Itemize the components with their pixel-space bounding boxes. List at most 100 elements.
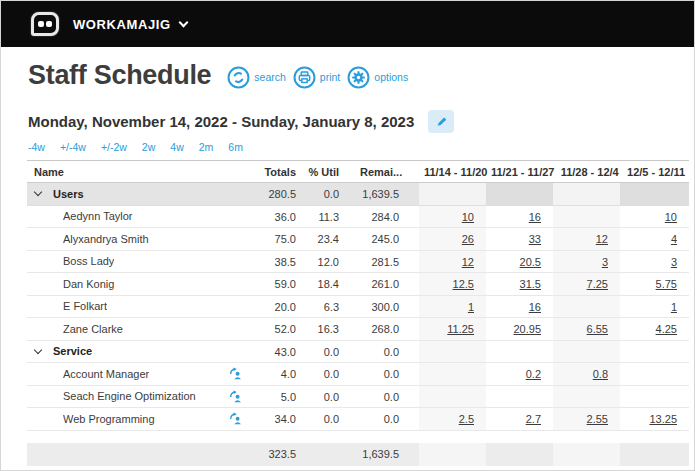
- week-value-link[interactable]: 7.25: [587, 278, 608, 290]
- assign-staff-icon[interactable]: [229, 390, 242, 403]
- print-label: print: [320, 71, 340, 83]
- quick-range-link[interactable]: 2m: [199, 141, 214, 153]
- week-cell-4: [620, 386, 689, 408]
- totals-cell: 20.0: [251, 296, 301, 318]
- util-cell: 0.0: [301, 386, 351, 408]
- topbar: WORKAMAJIG: [1, 1, 694, 47]
- totals-cell: 36.0: [251, 206, 301, 228]
- week-value-link[interactable]: 13.25: [649, 413, 677, 425]
- remaining-cell: 281.5: [351, 251, 419, 273]
- footer-util: [301, 443, 351, 466]
- table-row: Aedynn Taylor 36.0 11.3 284.0 10 16 10: [27, 206, 689, 229]
- util-cell: 12.0: [301, 251, 351, 273]
- week-value-link[interactable]: 5.75: [656, 278, 677, 290]
- column-header-util: % Util: [301, 161, 351, 182]
- week-cell-3: 6.55: [553, 318, 620, 340]
- column-header-week-2: 11/21 - 11/27: [489, 161, 556, 182]
- quick-range-link[interactable]: -4w: [28, 141, 45, 153]
- print-button[interactable]: print: [293, 66, 340, 89]
- gear-icon: [347, 66, 370, 89]
- brand-menu[interactable]: WORKAMAJIG: [73, 17, 187, 32]
- print-icon: [293, 66, 316, 89]
- week-value-link[interactable]: 33: [529, 233, 541, 245]
- table-row: Service 43.0 0.0 0.0: [27, 341, 689, 364]
- week-value-link[interactable]: 1: [671, 301, 677, 313]
- week-cell-3: [553, 206, 620, 228]
- week-cell-4: 3: [620, 251, 689, 273]
- week-value-link[interactable]: 2.7: [526, 413, 541, 425]
- week-value-link[interactable]: 1: [468, 301, 474, 313]
- schedule-table: Name Totals % Util Remai... 11/14 - 11/2…: [27, 160, 689, 431]
- week-value-link[interactable]: 3: [671, 256, 677, 268]
- options-label: options: [374, 71, 408, 83]
- table-row: Zane Clarke 52.0 16.3 268.0 11.25 20.95 …: [27, 318, 689, 341]
- quick-range-link[interactable]: +/-2w: [101, 141, 127, 153]
- footer-remaining: 1,639.5: [351, 443, 419, 466]
- row-name: Account Manager: [63, 368, 149, 380]
- table-row: Web Programming 34.0 0.0 0.0 2.5 2.7 2.5…: [27, 408, 689, 431]
- name-cell: Web Programming: [27, 408, 251, 430]
- edit-date-range-button[interactable]: [428, 110, 454, 133]
- name-cell: Seach Engine Optimization: [27, 386, 251, 408]
- week-cell-1: [419, 363, 486, 385]
- week-value-link[interactable]: 0.8: [593, 368, 608, 380]
- util-cell: 23.4: [301, 228, 351, 250]
- week-value-link[interactable]: 12: [596, 233, 608, 245]
- table-body: Users 280.5 0.0 1,639.5 Aedynn Taylor 36…: [27, 183, 689, 431]
- week-cell-4: 4.25: [620, 318, 689, 340]
- column-header-week-3: 11/28 - 12/4: [556, 161, 623, 182]
- week-value-link[interactable]: 4: [671, 233, 677, 245]
- util-cell: 0.0: [301, 183, 351, 205]
- week-value-link[interactable]: 12: [462, 256, 474, 268]
- week-cell-1: 2.5: [419, 408, 486, 430]
- week-cell-1: 10: [419, 206, 486, 228]
- week-cell-4: [620, 341, 689, 363]
- week-value-link[interactable]: 16: [529, 301, 541, 313]
- week-value-link[interactable]: 2.5: [459, 413, 474, 425]
- row-name: Seach Engine Optimization: [63, 390, 196, 402]
- week-value-link[interactable]: 4.25: [656, 323, 677, 335]
- week-value-link[interactable]: 26: [462, 233, 474, 245]
- assign-staff-icon[interactable]: [229, 367, 242, 380]
- week-value-link[interactable]: 31.5: [520, 278, 541, 290]
- name-cell: Zane Clarke: [27, 318, 251, 340]
- search-label: search: [254, 71, 286, 83]
- name-cell: Service: [27, 341, 251, 363]
- collapse-chevron-icon[interactable]: [34, 188, 42, 196]
- remaining-cell: 1,639.5: [351, 183, 419, 205]
- quick-range-link[interactable]: 4w: [170, 141, 183, 153]
- week-value-link[interactable]: 10: [665, 211, 677, 223]
- options-button[interactable]: options: [347, 66, 408, 89]
- week-value-link[interactable]: 12.5: [453, 278, 474, 290]
- remaining-cell: 300.0: [351, 296, 419, 318]
- week-cell-2: 31.5: [486, 273, 553, 295]
- remaining-cell: 268.0: [351, 318, 419, 340]
- week-value-link[interactable]: 10: [462, 211, 474, 223]
- totals-cell: 38.5: [251, 251, 301, 273]
- assign-staff-icon[interactable]: [229, 412, 242, 425]
- week-value-link[interactable]: 0.2: [526, 368, 541, 380]
- totals-cell: 280.5: [251, 183, 301, 205]
- week-cell-1: 12.5: [419, 273, 486, 295]
- name-cell: Dan Konig: [27, 273, 251, 295]
- week-value-link[interactable]: 20.95: [513, 323, 541, 335]
- footer-week-cell-2: [486, 443, 553, 466]
- week-value-link[interactable]: 2.55: [587, 413, 608, 425]
- collapse-chevron-icon[interactable]: [34, 346, 42, 354]
- table-header-row: Name Totals % Util Remai... 11/14 - 11/2…: [27, 160, 689, 183]
- util-cell: 0.0: [301, 408, 351, 430]
- row-name: Aedynn Taylor: [63, 210, 133, 222]
- week-value-link[interactable]: 11.25: [447, 323, 474, 335]
- staff-schedule-window: WORKAMAJIG Staff Schedule search: [0, 0, 695, 471]
- week-value-link[interactable]: 3: [602, 256, 608, 268]
- week-cell-2: [486, 341, 553, 363]
- week-value-link[interactable]: 20.5: [520, 256, 541, 268]
- totals-cell: 34.0: [251, 408, 301, 430]
- week-cell-3: 0.8: [553, 363, 620, 385]
- week-value-link[interactable]: 6.55: [587, 323, 608, 335]
- quick-range-link[interactable]: 2w: [142, 141, 155, 153]
- week-value-link[interactable]: 16: [529, 211, 541, 223]
- quick-range-link[interactable]: +/-4w: [60, 141, 86, 153]
- search-button[interactable]: search: [227, 66, 286, 89]
- quick-range-link[interactable]: 6m: [228, 141, 243, 153]
